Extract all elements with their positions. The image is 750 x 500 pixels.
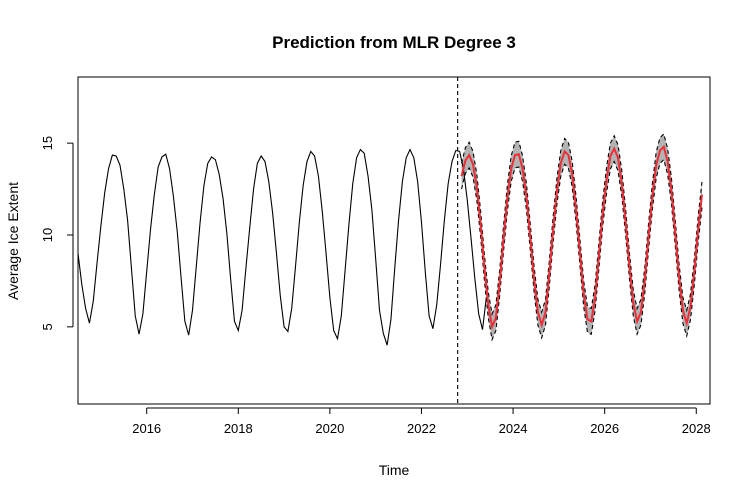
y-tick-label: 15 xyxy=(40,136,55,150)
lower-bound-line xyxy=(461,158,703,342)
x-tick-label: 2016 xyxy=(132,421,161,436)
x-tick-label: 2028 xyxy=(682,421,711,436)
y-tick-label: 5 xyxy=(40,323,55,330)
y-tick-label: 10 xyxy=(40,228,55,242)
x-axis-label: Time xyxy=(379,462,410,478)
x-tick-label: 2020 xyxy=(315,421,344,436)
prediction-series-line xyxy=(460,144,703,331)
plot-frame xyxy=(77,76,711,405)
plot-area xyxy=(77,77,703,404)
x-tick-label: 2018 xyxy=(224,421,253,436)
x-tick-label: 2024 xyxy=(499,421,528,436)
upper-bound-line xyxy=(461,132,703,316)
observed-series-line xyxy=(77,148,487,346)
x-tick-label: 2022 xyxy=(407,421,436,436)
chart-title: Prediction from MLR Degree 3 xyxy=(272,33,516,52)
x-tick-label: 2026 xyxy=(590,421,619,436)
axes: 2016 2018 2020 2022 2024 2026 2028 5 10 15 xyxy=(40,136,711,436)
y-axis-label: Average Ice Extent xyxy=(5,182,21,300)
